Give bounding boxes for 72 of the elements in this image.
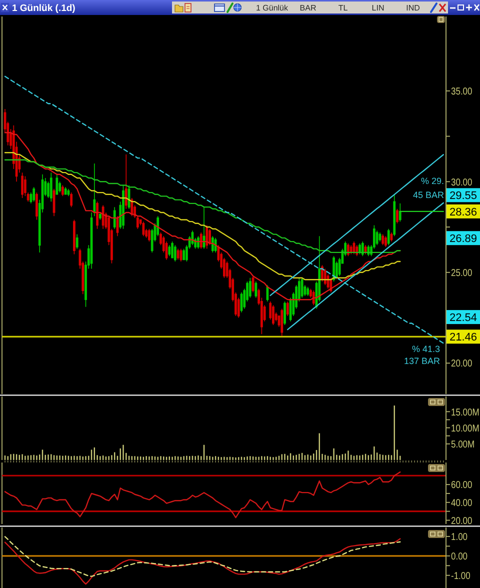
candlestick xyxy=(36,192,38,220)
text: IND xyxy=(406,4,420,12)
text: LIN xyxy=(372,4,384,12)
candlestick xyxy=(300,277,304,298)
candlestick xyxy=(398,203,402,222)
candlestick xyxy=(70,192,73,208)
candlestick xyxy=(182,248,186,260)
candlestick xyxy=(387,228,390,246)
text: 1 Günlük xyxy=(256,4,290,12)
candlestick xyxy=(124,154,128,210)
text: 29.55 xyxy=(450,190,478,202)
y-tick-label: 15.00M xyxy=(451,406,480,418)
candlestick xyxy=(168,244,171,256)
annotation: 137 BAR xyxy=(404,356,440,366)
candlestick xyxy=(171,241,174,258)
candlestick xyxy=(202,206,206,250)
candlestick xyxy=(142,221,145,237)
ref-line-label: 21.46 xyxy=(450,332,478,344)
candlestick xyxy=(176,248,180,260)
candlestick xyxy=(284,301,286,326)
y-tick-label: 35.00 xyxy=(451,86,472,97)
y-tick-label: 0.00 xyxy=(451,550,468,562)
y-tick-label: 1.00 xyxy=(451,531,468,542)
candlestick xyxy=(113,206,116,230)
text: TL xyxy=(338,4,348,12)
y-tick-label: 5.00M xyxy=(451,438,475,450)
candlestick xyxy=(50,172,52,202)
line-series xyxy=(4,471,401,518)
line-series xyxy=(4,152,401,280)
candlestick xyxy=(272,304,274,326)
annotation: % 29. xyxy=(420,176,444,186)
candlestick xyxy=(56,174,58,195)
line-series xyxy=(4,76,444,344)
candlestick xyxy=(64,186,67,195)
y-tick-label: 30.00 xyxy=(451,176,472,188)
candlestick xyxy=(280,308,284,336)
candlestick xyxy=(254,281,258,298)
candlestick xyxy=(286,301,289,316)
candlestick xyxy=(32,186,36,202)
annotation: 22.54 xyxy=(450,312,478,324)
candlestick xyxy=(174,244,176,262)
annotation: 26.89 xyxy=(450,233,478,246)
y-tick-label: 20.00 xyxy=(451,515,472,526)
candlestick xyxy=(384,236,387,248)
candlestick xyxy=(248,277,252,298)
chart-title: 1 Günlük (.1d) xyxy=(12,3,76,14)
y-tick-label: 10.00M xyxy=(451,422,480,434)
candlestick xyxy=(396,208,398,224)
data-label: 28.36 xyxy=(450,206,478,218)
candlestick xyxy=(21,172,24,198)
candlestick xyxy=(350,244,352,255)
candlestick xyxy=(61,184,64,197)
line-series xyxy=(4,536,401,577)
candlestick xyxy=(180,248,182,262)
candlestick xyxy=(382,234,384,246)
candlestick xyxy=(378,232,382,242)
candlestick xyxy=(73,219,76,255)
candlestick xyxy=(200,232,202,250)
y-tick-label: 25.00 xyxy=(451,267,472,278)
candlestick xyxy=(98,212,102,220)
candlestick xyxy=(393,194,396,237)
y-tick-label: -1.00 xyxy=(451,570,470,582)
candlestick xyxy=(76,234,78,250)
y-tick-label: 40.00 xyxy=(451,497,472,508)
line-series xyxy=(4,538,401,585)
annotation: % 41.3 xyxy=(412,344,440,354)
candlestick xyxy=(306,286,310,296)
annotation: 45 BAR xyxy=(412,190,444,200)
line-series xyxy=(4,159,401,254)
text: BAR xyxy=(300,4,316,12)
y-tick-label: 20.00 xyxy=(451,358,472,369)
y-tick-label: 60.00 xyxy=(451,480,472,490)
